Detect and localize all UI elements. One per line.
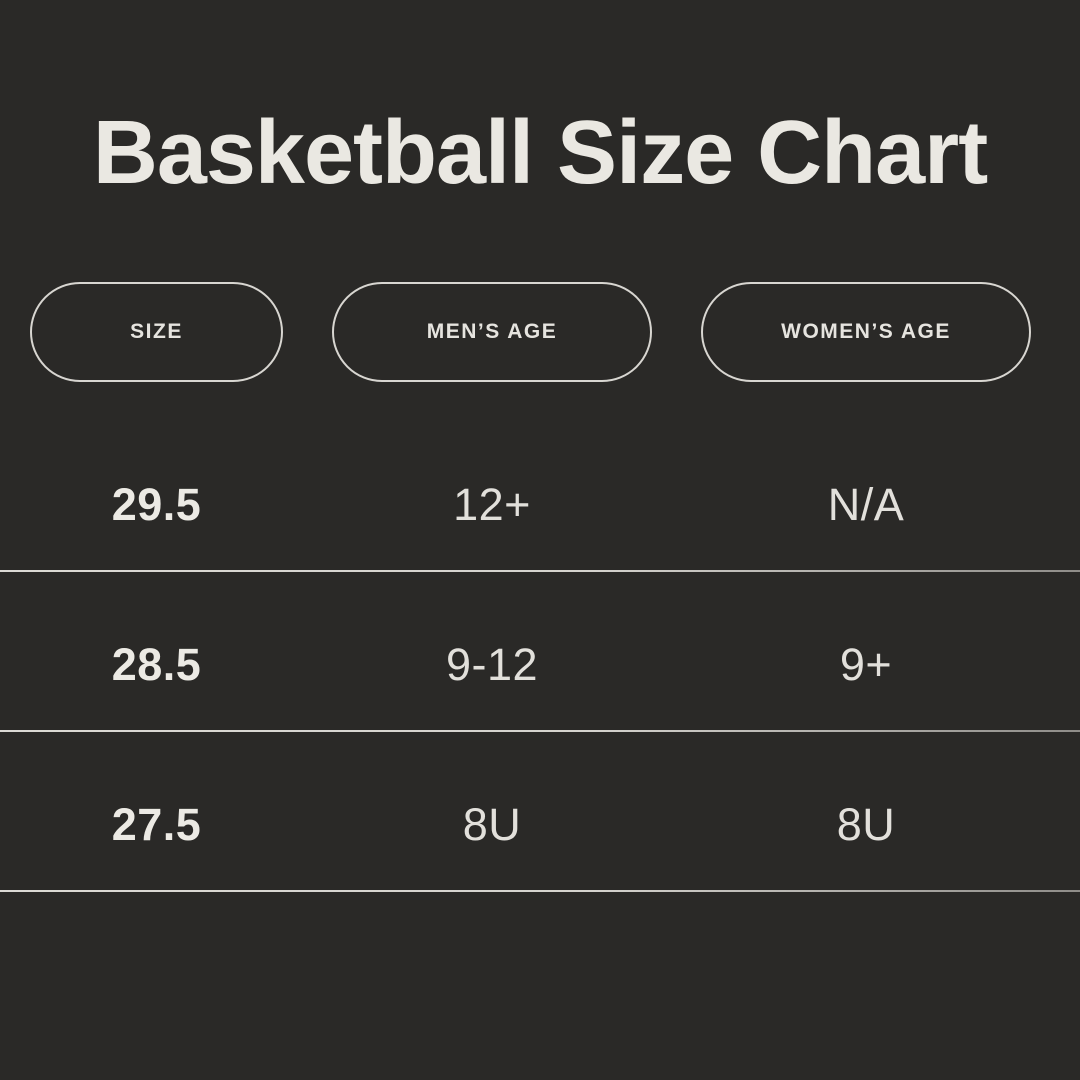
row-divider xyxy=(0,730,1080,732)
table-row: 27.5 8U 8U xyxy=(0,732,1080,890)
row-divider xyxy=(0,890,1080,892)
mens-age-value: 12+ xyxy=(453,479,531,530)
size-value: 29.5 xyxy=(111,479,202,530)
mens-age-value: 9-12 xyxy=(445,639,539,690)
womens-age-value: 9+ xyxy=(839,639,893,690)
mens-age-value: 8U xyxy=(462,799,522,850)
row-divider xyxy=(0,570,1080,572)
table-row: 28.5 9-12 9+ xyxy=(0,572,1080,730)
table-row: 29.5 12+ N/A xyxy=(0,412,1080,570)
womens-age-value: N/A xyxy=(827,479,905,530)
table-header-row: SIZE MEN’S AGE WOMEN’S AGE xyxy=(0,282,1080,382)
column-header-mens-age: MEN’S AGE xyxy=(332,282,652,382)
column-header-size: SIZE xyxy=(30,282,283,382)
column-header-womens-age: WOMEN’S AGE xyxy=(701,282,1031,382)
size-value: 28.5 xyxy=(111,639,202,690)
page-title: Basketball Size Chart xyxy=(92,103,988,203)
size-value: 27.5 xyxy=(111,799,202,850)
womens-age-value: 8U xyxy=(836,799,896,850)
size-table: 29.5 12+ N/A 28.5 9-12 9+ 27.5 8U 8U xyxy=(0,412,1080,892)
